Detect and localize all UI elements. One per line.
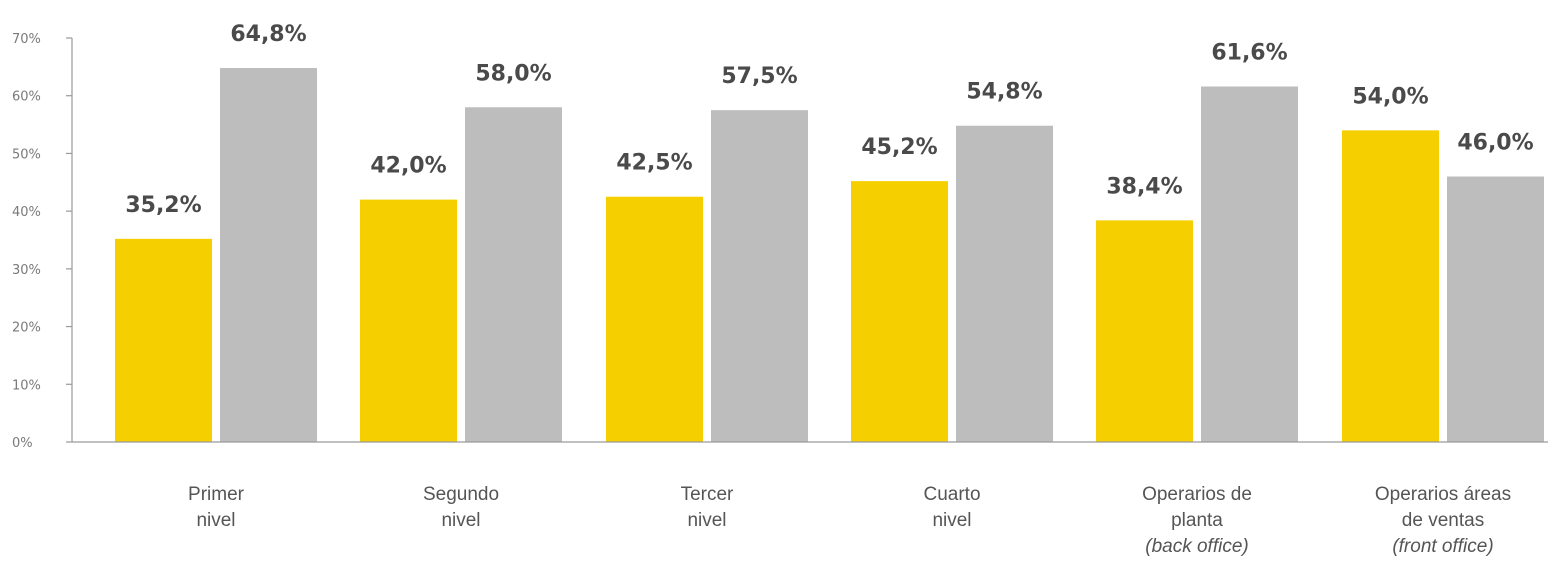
category-label: Operarios de planta (back office) (1142, 484, 1252, 557)
y-tick-label: 0% (12, 436, 33, 451)
category-label-line: (back office) (1145, 536, 1248, 557)
data-label-series-1-6: 54,0% (1352, 84, 1428, 109)
y-tick-label: 20% (12, 321, 41, 336)
category-label-line: Tercer (681, 484, 734, 505)
category-label-line: Operarios áreas (1375, 484, 1511, 505)
category-label-line: nivel (196, 510, 235, 531)
category-label-line: planta (1171, 510, 1223, 531)
y-tick-label: 30% (12, 263, 41, 278)
bar-series-1-3 (606, 196, 703, 442)
data-label-series-2-4: 54,8% (966, 80, 1042, 105)
category-label: Operarios áreas de ventas (front office) (1375, 484, 1511, 557)
data-label-series-1-4: 45,2% (861, 135, 937, 160)
bar-series-2-5 (1201, 86, 1298, 442)
data-label-series-2-5: 61,6% (1211, 40, 1287, 65)
data-label-series-1-3: 42,5% (616, 151, 692, 176)
y-tick-label: 60% (12, 90, 41, 105)
bar-series-2-6 (1447, 176, 1544, 442)
category-label-line: nivel (687, 510, 726, 531)
bar-series-1-5 (1096, 220, 1193, 442)
data-label-series-2-1: 64,8% (230, 22, 306, 47)
data-label-series-2-2: 58,0% (475, 61, 551, 86)
bar-series-2-4 (956, 125, 1053, 443)
category-label: Segundo nivel (423, 484, 499, 531)
data-labels: 35,2% 42,0% 42,5% 45,2% 38,4% 54,0% 64,8% 58,0%… (125, 22, 1533, 218)
data-label-series-2-6: 46,0% (1457, 131, 1533, 156)
y-axis: 0% 10% 20% 30% 40% 50% 60% 70% (12, 32, 73, 451)
category-label: Cuarto nivel (923, 484, 980, 531)
bar-series-1-1 (115, 238, 212, 442)
category-label: Tercer nivel (681, 484, 734, 531)
bar-series-1-6 (1342, 130, 1439, 443)
data-label-series-1-1: 35,2% (125, 193, 201, 218)
bar-series-2-2 (465, 107, 562, 442)
bar-series-1-2 (360, 199, 457, 442)
category-label-line: Cuarto (923, 484, 980, 505)
y-tick-label: 10% (12, 378, 41, 393)
bar-series-1-4 (851, 181, 948, 443)
category-label-line: (front office) (1392, 536, 1493, 557)
data-label-series-1-2: 42,0% (370, 154, 446, 179)
category-label: Primer nivel (188, 484, 245, 531)
category-label-line: Segundo (423, 484, 499, 505)
y-tick-label: 70% (12, 32, 41, 47)
y-tick-label: 40% (12, 205, 41, 220)
category-label-line: nivel (932, 510, 971, 531)
y-tick-label: 50% (12, 147, 41, 162)
data-label-series-1-5: 38,4% (1106, 174, 1182, 199)
bars (115, 68, 1544, 443)
data-label-series-2-3: 57,5% (721, 64, 797, 89)
bar-series-2-3 (711, 110, 808, 443)
bar-series-2-1 (220, 68, 317, 443)
category-label-line: Primer (188, 484, 245, 505)
category-label-line: nivel (441, 510, 480, 531)
category-label-line: Operarios de (1142, 484, 1252, 505)
category-label-line: de ventas (1402, 510, 1484, 531)
